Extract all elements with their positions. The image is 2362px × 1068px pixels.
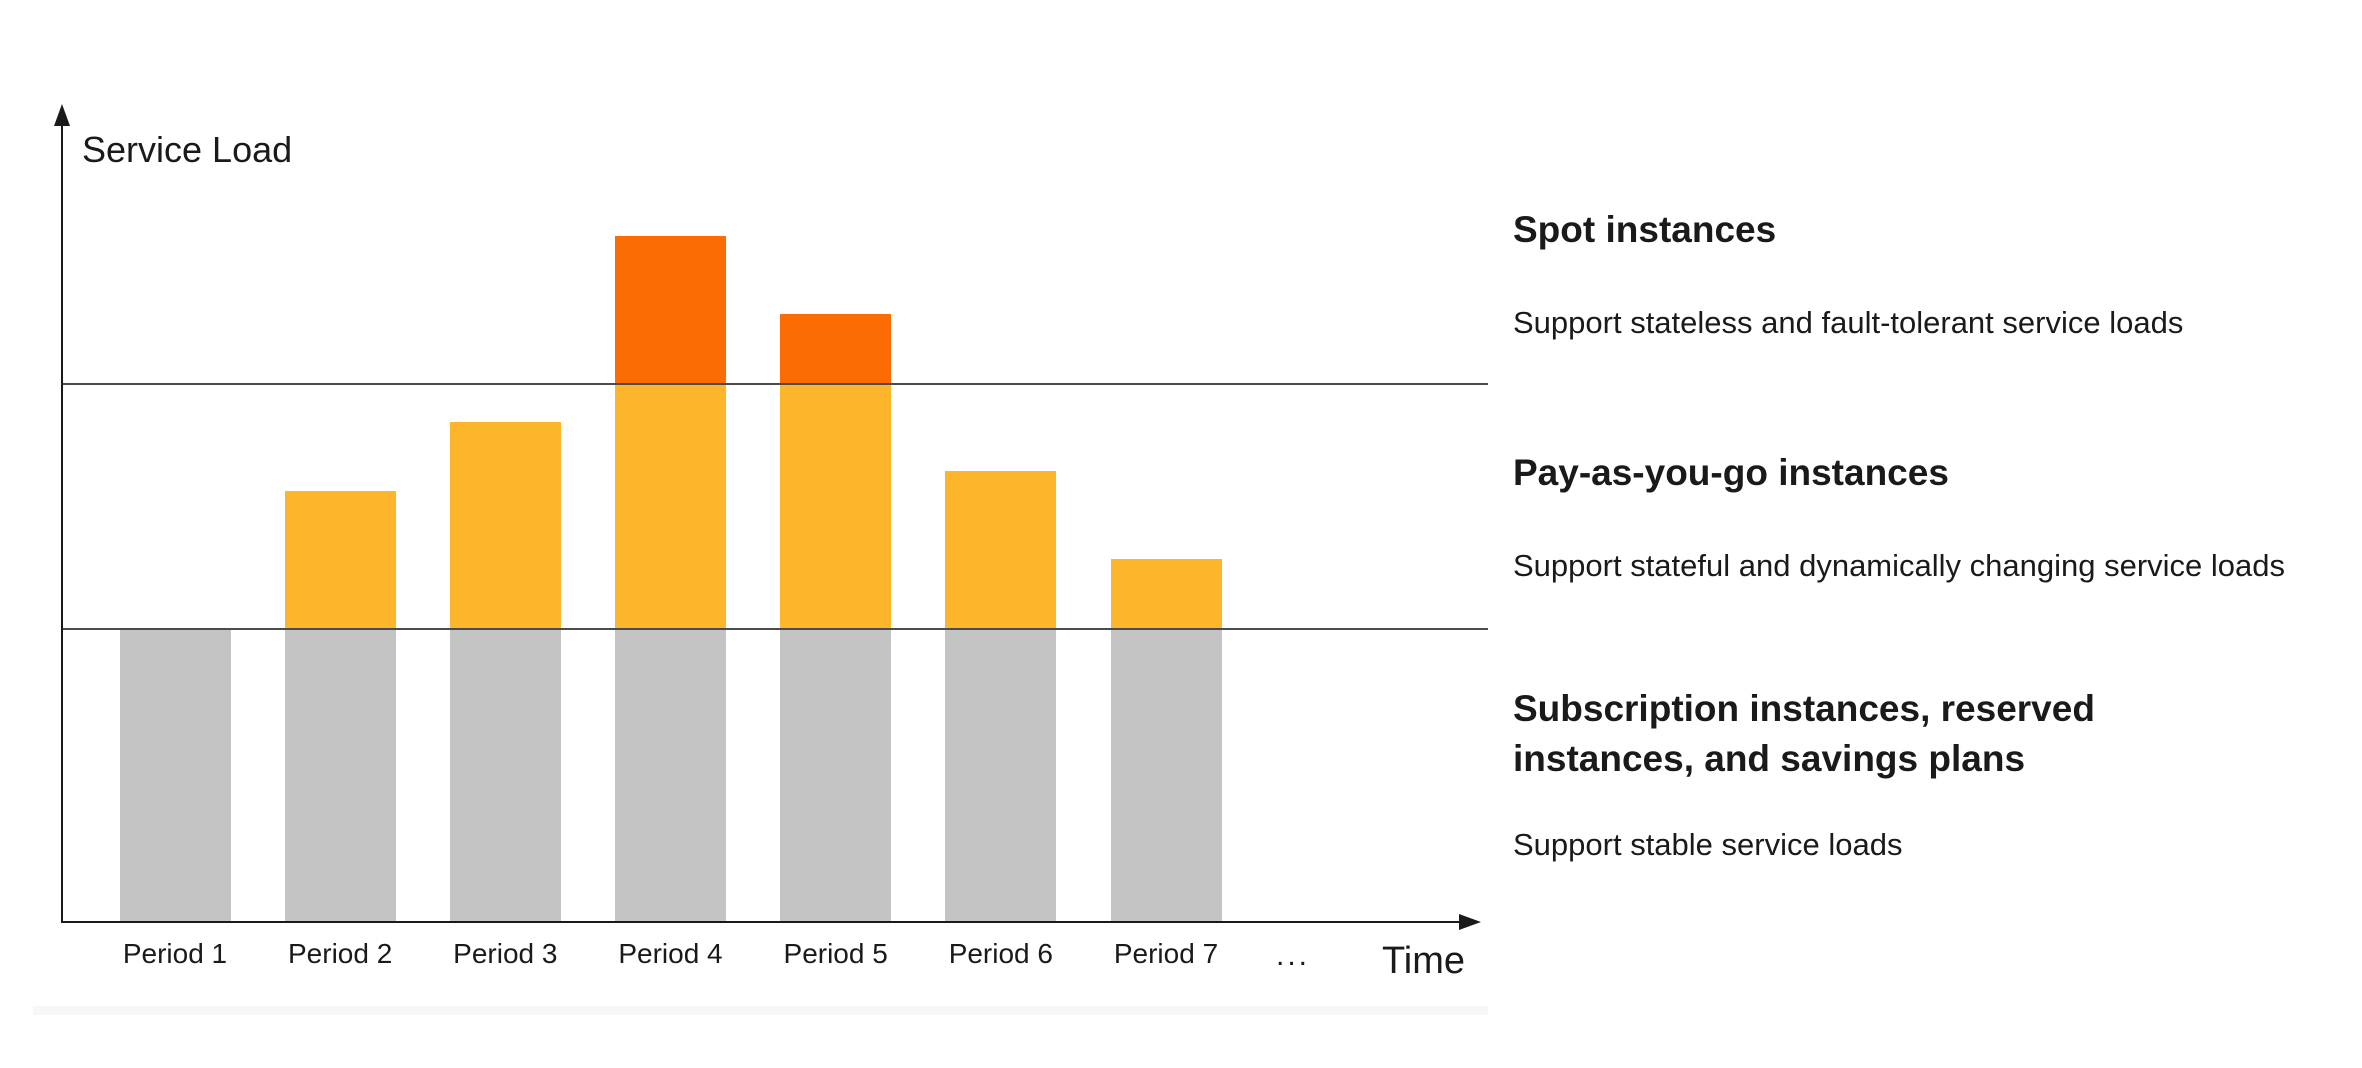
bar-period-5-payg-segment [780,383,892,628]
x-tick-label-1: Period 1 [122,938,228,969]
annotation-title-payg: Pay-as-you-go instances [1513,452,1949,493]
bar-period-4-subscription-segment [615,628,726,922]
x-tick-label-6: Period 6 [948,938,1053,969]
x-axis-label: Time [1382,940,1466,982]
x-axis-ellipsis-tick: ... [1275,939,1310,972]
x-tick-label-2: Period 2 [288,938,393,969]
bar-period-2-payg-segment [284,490,396,628]
bar-period-5-spot-segment [780,314,892,383]
x-axis-line [61,921,1467,923]
annotation-desc-payg: Support stateful and dynamically changin… [1513,548,2286,583]
bar-period-3-subscription-segment [449,628,561,922]
capacity-line-1 [61,628,1488,630]
annotation-title-spot: Spot instances [1513,209,1777,250]
y-axis-line [61,112,63,923]
bar-period-7-payg-segment [1110,559,1222,628]
capacity-line-2 [61,383,1488,385]
bar-period-4-payg-segment [615,383,726,628]
bar-period-4-spot-segment [615,236,726,383]
annotation-desc-spot: Support stateless and fault-tolerant ser… [1513,305,2184,340]
x-tick-label-3: Period 3 [453,938,558,969]
footer-strip [33,1006,1488,1015]
x-tick-label-7: Period 7 [1113,938,1219,969]
bar-period-6-payg-segment [945,471,1057,628]
bar-period-2-subscription-segment [284,628,396,922]
annotation-title-subscription: Subscription instances, reserved instanc… [1513,688,2095,779]
legend-annotations: Spot instances Support stateless and fau… [1513,0,2353,1068]
y-axis-label: Service Load [82,129,293,170]
bar-period-1-subscription-segment [119,628,231,922]
bar-period-6-subscription-segment [945,628,1057,922]
bar-period-5-subscription-segment [780,628,892,922]
bar-period-7-subscription-segment [1110,628,1222,922]
x-axis-arrow-icon [1459,914,1481,930]
x-tick-label-4: Period 4 [618,938,723,969]
bar-period-3-payg-segment [449,422,561,628]
annotation-desc-subscription: Support stable service loads [1513,827,1903,862]
x-tick-label-5: Period 5 [783,938,888,969]
